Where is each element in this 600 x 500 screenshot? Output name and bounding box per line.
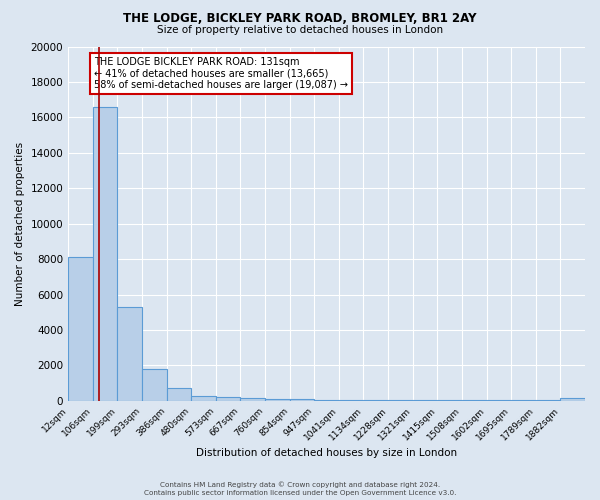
Text: Contains HM Land Registry data © Crown copyright and database right 2024.: Contains HM Land Registry data © Crown c…	[160, 481, 440, 488]
Y-axis label: Number of detached properties: Number of detached properties	[15, 142, 25, 306]
Bar	[290, 399, 314, 401]
Bar	[413, 400, 437, 401]
X-axis label: Distribution of detached houses by size in London: Distribution of detached houses by size …	[196, 448, 457, 458]
Bar	[118, 307, 142, 401]
Bar	[388, 400, 413, 401]
Bar	[560, 398, 585, 401]
Bar	[437, 400, 462, 401]
Text: Contains public sector information licensed under the Open Government Licence v3: Contains public sector information licen…	[144, 490, 456, 496]
Bar	[93, 107, 118, 401]
Bar	[167, 388, 191, 401]
Bar	[536, 400, 560, 401]
Bar	[142, 369, 167, 401]
Text: THE LODGE BICKLEY PARK ROAD: 131sqm
← 41% of detached houses are smaller (13,665: THE LODGE BICKLEY PARK ROAD: 131sqm ← 41…	[94, 57, 348, 90]
Text: THE LODGE, BICKLEY PARK ROAD, BROMLEY, BR1 2AY: THE LODGE, BICKLEY PARK ROAD, BROMLEY, B…	[123, 12, 477, 26]
Bar	[68, 258, 93, 401]
Bar	[462, 400, 487, 401]
Bar	[314, 400, 339, 401]
Bar	[265, 399, 290, 401]
Bar	[339, 400, 364, 401]
Text: Size of property relative to detached houses in London: Size of property relative to detached ho…	[157, 25, 443, 35]
Bar	[364, 400, 388, 401]
Bar	[216, 398, 241, 401]
Bar	[487, 400, 511, 401]
Bar	[191, 396, 216, 401]
Bar	[241, 398, 265, 401]
Bar	[511, 400, 536, 401]
